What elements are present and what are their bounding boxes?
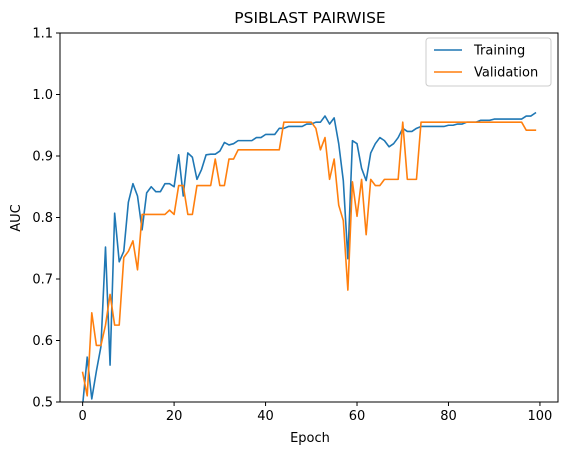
x-tick-label: 100 <box>528 409 553 424</box>
y-tick-label: 1.1 <box>32 27 53 42</box>
y-tick-label: 0.7 <box>32 273 53 288</box>
legend: Training Validation <box>425 37 552 87</box>
legend-label-validation: Validation <box>474 66 538 81</box>
x-axis-ticks: 0 20 40 60 80 100 <box>78 402 552 424</box>
legend-label-training: Training <box>473 44 525 59</box>
x-tick-label: 60 <box>349 409 366 424</box>
series-layer <box>81 111 537 402</box>
x-axis-label: Epoch <box>290 431 330 446</box>
x-tick-label: 20 <box>166 409 183 424</box>
series-line-validation <box>81 121 537 397</box>
y-tick-label: 1.0 <box>32 88 53 103</box>
x-tick-label: 80 <box>440 409 457 424</box>
series-line-training <box>82 111 537 402</box>
y-tick-label: 0.6 <box>32 334 53 349</box>
y-tick-label: 0.9 <box>32 150 53 165</box>
chart-title: PSIBLAST PAIRWISE <box>234 9 385 27</box>
y-axis-label: AUC <box>9 204 24 232</box>
y-tick-label: 0.8 <box>32 211 53 226</box>
y-tick-label: 0.5 <box>32 396 53 411</box>
y-axis-ticks: 0.5 0.6 0.7 0.8 0.9 1.0 1.1 <box>32 27 60 411</box>
x-tick-label: 0 <box>78 409 86 424</box>
x-tick-label: 40 <box>257 409 274 424</box>
